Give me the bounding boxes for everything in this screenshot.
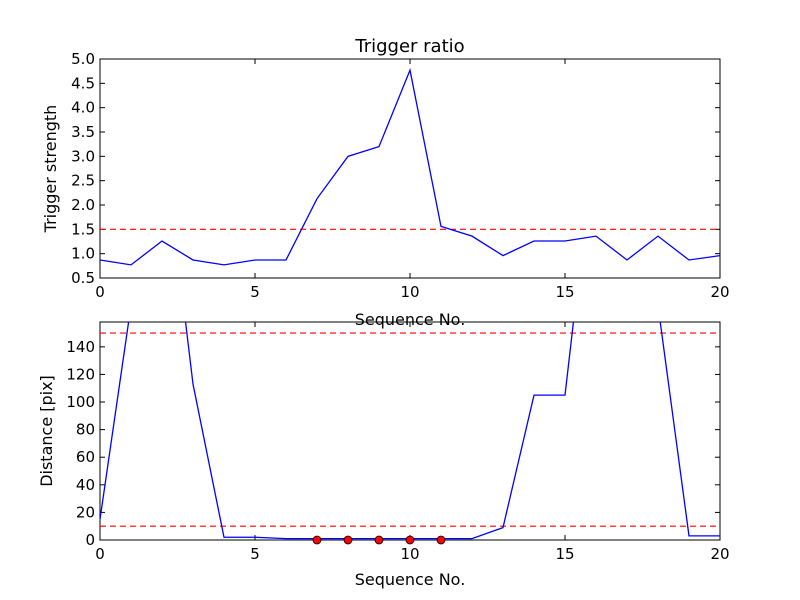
x-axis-label: Sequence No. xyxy=(355,310,466,329)
y-tick-label: 1.5 xyxy=(71,220,95,238)
data-point-marker xyxy=(343,535,353,545)
series-line xyxy=(100,67,720,266)
y-tick-label: 40 xyxy=(76,476,95,494)
x-tick-label: 10 xyxy=(400,283,419,301)
y-tick-label: 0 xyxy=(85,531,95,549)
x-tick-label: 5 xyxy=(250,545,260,563)
chart-title: Trigger ratio xyxy=(354,36,464,57)
x-tick-label: 5 xyxy=(250,283,260,301)
y-tick-label: 2.0 xyxy=(71,196,95,214)
data-point-marker xyxy=(312,535,322,545)
y-axis-label: Trigger strength xyxy=(41,105,60,234)
top-subplot: 0 5 10 15 20 0.5 1.0 1.5 2.0 2.5 3.0 3.5 4.0 4.5 5.0 Tr… xyxy=(41,36,730,329)
bottom-subplot: 0 5 10 15 20 0 20 40 60 80 100 120 140 Sequence No. Di… xyxy=(37,321,730,589)
y-tick-label: 5.0 xyxy=(71,50,95,68)
x-tick-label: 20 xyxy=(710,545,729,563)
x-tick-label: 15 xyxy=(555,283,574,301)
y-tick-label: 1.0 xyxy=(71,245,95,263)
y-tick-label: 120 xyxy=(66,365,95,383)
y-tick-label: 140 xyxy=(66,338,95,356)
x-axis-label: Sequence No. xyxy=(355,570,466,589)
data-point-marker xyxy=(436,535,446,545)
y-axis-label: Distance [pix] xyxy=(37,375,56,487)
y-tick-label: 80 xyxy=(76,421,95,439)
y-tick-label: 3.5 xyxy=(71,123,95,141)
y-tick-label: 0.5 xyxy=(71,269,95,287)
y-tick-label: 4.0 xyxy=(71,99,95,117)
x-tick-label: 0 xyxy=(95,283,105,301)
x-tick-label: 10 xyxy=(400,545,419,563)
data-point-marker xyxy=(374,535,384,545)
y-tick-label: 20 xyxy=(76,503,95,521)
x-tick-label: 0 xyxy=(95,545,105,563)
x-tick-label: 20 xyxy=(710,283,729,301)
y-tick-label: 3.0 xyxy=(71,147,95,165)
y-tick-label: 100 xyxy=(66,393,95,411)
y-tick-label: 4.5 xyxy=(71,74,95,92)
y-tick-label: 60 xyxy=(76,448,95,466)
x-tick-label: 15 xyxy=(555,545,574,563)
data-point-marker xyxy=(405,535,415,545)
y-tick-label: 2.5 xyxy=(71,172,95,190)
